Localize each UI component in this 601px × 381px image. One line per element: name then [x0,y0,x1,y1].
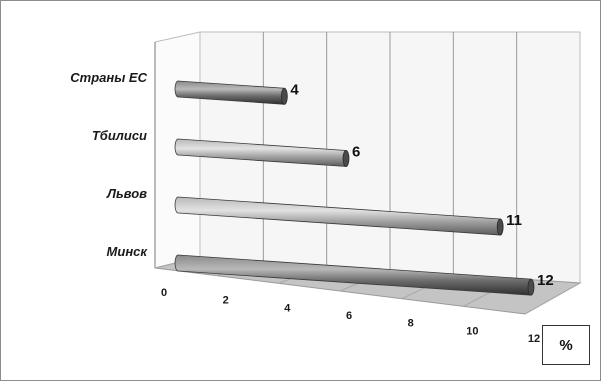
bar-end-cap [496,218,504,236]
x-tick-label: 12 [528,333,540,345]
value-label: 4 [290,81,299,98]
bar-end-cap [342,150,350,167]
x-tick-label: 10 [466,325,478,337]
x-tick-label: 6 [346,310,352,322]
x-tick-label: 8 [408,318,414,330]
x-tick-label: 4 [284,302,291,314]
bar [174,196,501,236]
value-labels: 4 6 11 12 [290,81,553,289]
category-labels: Страны ЕС Тбилиси Львов Минск [70,70,148,259]
unit-label-box: % [542,325,590,365]
bar [174,80,285,105]
bar [174,254,532,296]
category-label: Страны ЕС [70,70,147,85]
bar [174,138,347,167]
category-label: Минск [107,244,149,259]
bar-end-cap [280,87,288,105]
tick-layer: 0 2 4 6 8 10 12 [161,287,540,345]
value-label: 11 [506,212,522,229]
category-label: Львов [106,186,147,201]
unit-label: % [559,336,573,354]
x-tick-label: 2 [223,295,229,307]
x-tick-label: 0 [161,287,167,299]
value-label: 12 [537,272,554,289]
bar-end-cap [527,278,535,296]
floor-gridline [524,282,581,315]
bar-layer [174,80,535,296]
value-label: 6 [352,143,360,160]
category-label: Тбилиси [92,128,147,143]
